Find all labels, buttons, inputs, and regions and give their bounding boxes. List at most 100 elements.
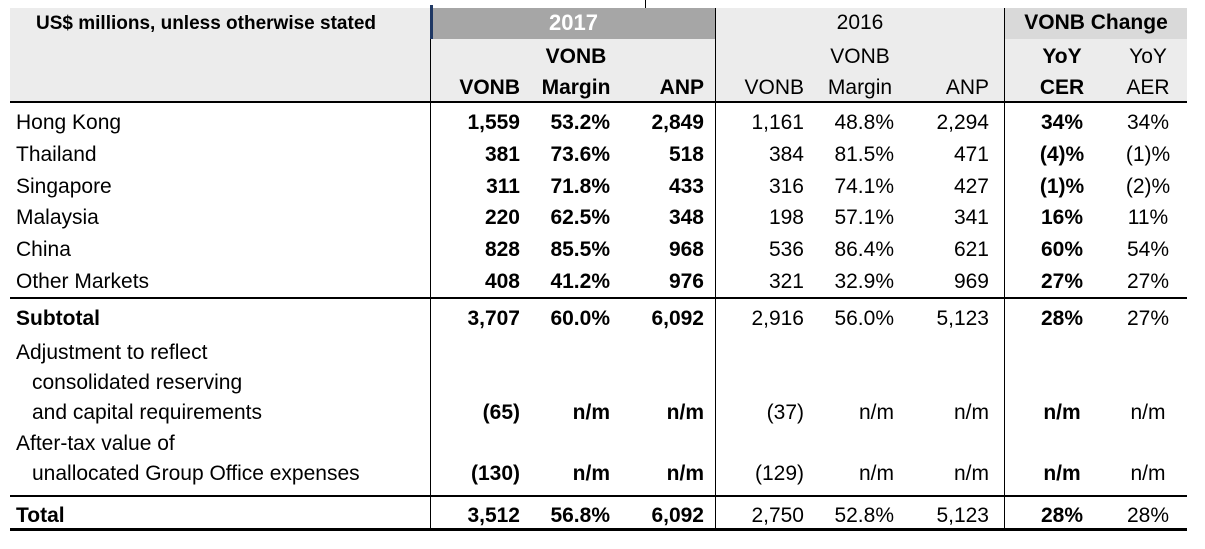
cell-vonb-2017: 381 <box>484 143 520 166</box>
cell-anp-2016: 621 <box>953 238 989 261</box>
col-anp-2016: ANP <box>945 76 989 99</box>
rule-above-subtotal <box>10 297 1187 299</box>
cell-anp-2016: 969 <box>953 270 989 293</box>
subtotal-anp-2016: 5,123 <box>936 307 989 330</box>
adjustment-vonb-2017: (65) <box>482 401 520 424</box>
adjustment-label-line2: consolidated reserving <box>32 371 243 394</box>
cell-margin-2016: 86.4% <box>834 238 894 261</box>
adjustment-cer: n/m <box>1043 401 1081 424</box>
top-tick <box>645 0 646 8</box>
cell-anp-2016: 471 <box>953 143 989 166</box>
cell-cer: 60% <box>1040 238 1084 261</box>
cell-vonb-2017: 828 <box>484 238 520 261</box>
cell-margin-2017: 53.2% <box>550 111 610 134</box>
row-label: China <box>16 238 71 261</box>
adjustment-aer: n/m <box>1130 401 1166 424</box>
cell-margin-2017: 41.2% <box>550 270 610 293</box>
cell-margin-2016: 32.9% <box>834 270 894 293</box>
adjustment-label-line3: and capital requirements <box>32 401 262 424</box>
cell-vonb-2017: 1,559 <box>467 111 520 134</box>
cell-cer: (1)% <box>1039 175 1085 198</box>
col-aer-l2: AER <box>1126 76 1170 99</box>
vrule-2016 <box>1004 8 1005 531</box>
adjustment-label-line1: Adjustment to reflect <box>16 341 208 364</box>
subtotal-aer: 27% <box>1126 307 1170 330</box>
cell-vonb-2016: 384 <box>768 143 804 166</box>
aftertax-label-line1: After-tax value of <box>16 432 175 455</box>
adjustment-vonb-2016: (37) <box>766 401 804 424</box>
col-margin-2016-l2: Margin <box>827 76 893 99</box>
aftertax-margin-2017: n/m <box>572 462 610 485</box>
adjustment-anp-2016: n/m <box>953 401 989 424</box>
cell-margin-2017: 71.8% <box>550 175 610 198</box>
cell-margin-2017: 73.6% <box>550 143 610 166</box>
vrule-2017 <box>715 8 716 531</box>
cell-anp-2017: 433 <box>668 175 704 198</box>
cell-cer: 16% <box>1040 206 1084 229</box>
aftertax-cer: n/m <box>1043 462 1081 485</box>
rule-below-header <box>10 101 1187 103</box>
cell-vonb-2016: 536 <box>768 238 804 261</box>
cell-aer: (1)% <box>1125 143 1171 166</box>
total-label: Total <box>16 504 65 527</box>
total-anp-2016: 5,123 <box>936 504 989 527</box>
total-margin-2016: 52.8% <box>834 504 894 527</box>
header-band-caption <box>10 8 430 39</box>
total-margin-2017: 56.8% <box>550 504 610 527</box>
row-label: Singapore <box>16 175 112 198</box>
cell-vonb-2016: 1,161 <box>751 111 804 134</box>
cell-margin-2016: 57.1% <box>834 206 894 229</box>
col-vonb-2017: VONB <box>459 76 520 99</box>
col-cer-l1: YoY <box>1042 45 1082 68</box>
cell-anp-2017: 976 <box>668 270 704 293</box>
cell-aer: 11% <box>1127 206 1169 229</box>
cell-cer: 27% <box>1040 270 1084 293</box>
subheader-band <box>10 39 1187 101</box>
col-vonb-2016: VONB <box>744 76 804 99</box>
cell-aer: 54% <box>1126 238 1170 261</box>
adjustment-anp-2017: n/m <box>666 401 704 424</box>
col-aer-l1: YoY <box>1129 45 1167 68</box>
cell-vonb-2017: 311 <box>486 175 520 198</box>
header-band-2016 <box>716 8 1004 39</box>
aftertax-anp-2017: n/m <box>666 462 704 485</box>
subtotal-margin-2016: 56.0% <box>834 307 894 330</box>
cell-aer: 27% <box>1126 270 1170 293</box>
row-label: Hong Kong <box>16 111 122 134</box>
subtotal-vonb-2016: 2,916 <box>751 307 804 330</box>
header-2016: 2016 <box>836 11 884 34</box>
cell-margin-2017: 85.5% <box>550 238 610 261</box>
table-caption: US$ millions, unless otherwise stated <box>36 13 376 34</box>
accent-line <box>430 5 433 39</box>
total-anp-2017: 6,092 <box>651 504 704 527</box>
cell-margin-2016: 48.8% <box>834 111 894 134</box>
aftertax-anp-2016: n/m <box>953 462 989 485</box>
adjustment-margin-2017: n/m <box>572 401 610 424</box>
cell-vonb-2016: 316 <box>768 175 804 198</box>
header-change: VONB Change <box>1024 11 1168 34</box>
cell-anp-2016: 2,294 <box>936 111 989 134</box>
total-vonb-2016: 2,750 <box>751 504 804 527</box>
aftertax-aer: n/m <box>1130 462 1166 485</box>
cell-vonb-2016: 321 <box>768 270 804 293</box>
col-margin-2016-l1: VONB <box>830 45 890 68</box>
col-cer-l2: CER <box>1039 76 1085 99</box>
cell-anp-2017: 348 <box>668 206 704 229</box>
cell-anp-2017: 2,849 <box>651 111 704 134</box>
subtotal-margin-2017: 60.0% <box>550 307 610 330</box>
cell-anp-2016: 341 <box>953 206 989 229</box>
cell-vonb-2017: 408 <box>484 270 520 293</box>
header-2017: 2017 <box>549 10 598 35</box>
header-band-change <box>1005 8 1187 39</box>
cell-margin-2016: 81.5% <box>834 143 894 166</box>
row-label: Thailand <box>16 143 97 166</box>
cell-anp-2016: 427 <box>953 175 989 198</box>
col-margin-2017-l2: Margin <box>541 76 611 99</box>
cell-anp-2017: 518 <box>668 143 704 166</box>
subtotal-cer: 28% <box>1040 307 1084 330</box>
cell-margin-2017: 62.5% <box>550 206 610 229</box>
aftertax-vonb-2017: (130) <box>470 462 520 485</box>
subtotal-vonb-2017: 3,707 <box>467 307 520 330</box>
row-label: Malaysia <box>16 206 99 229</box>
aftertax-vonb-2016: (129) <box>754 462 804 485</box>
